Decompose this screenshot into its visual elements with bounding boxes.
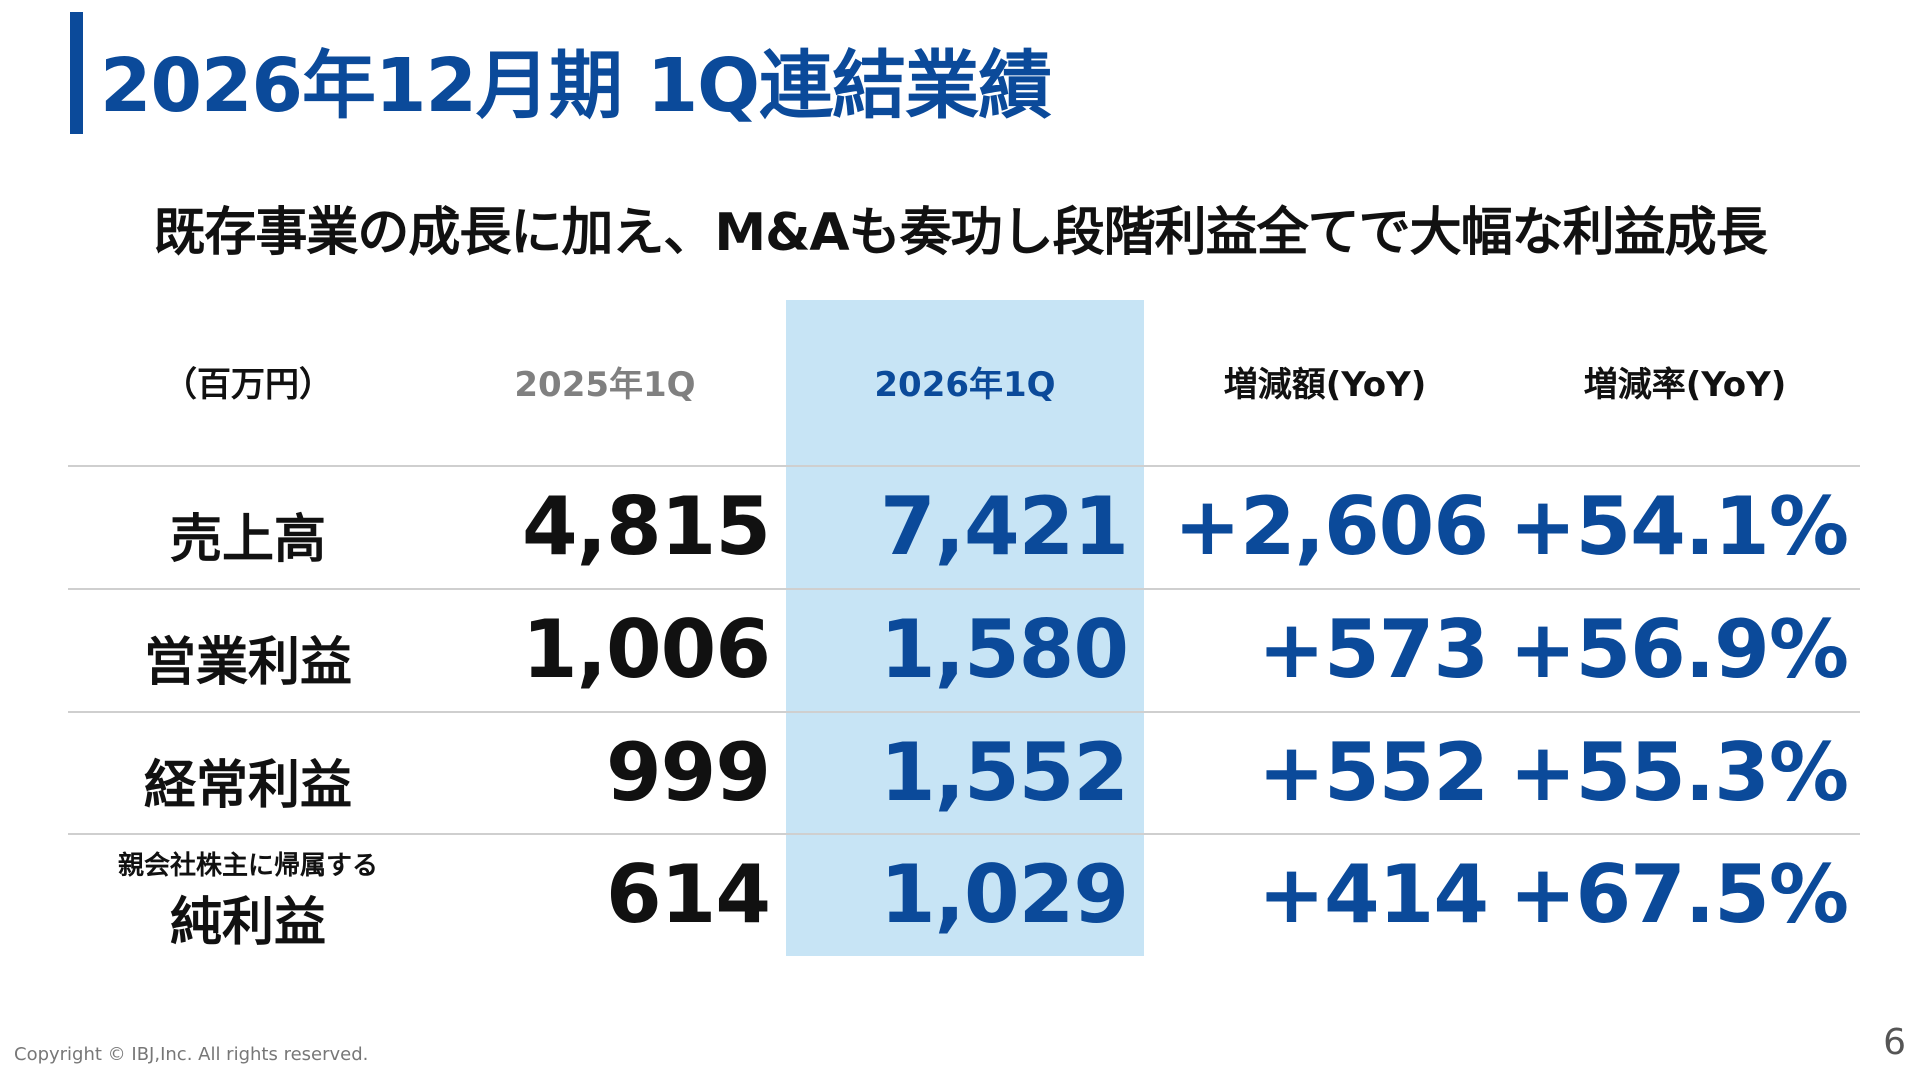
table-divider [68, 588, 1860, 590]
row-label-sub: 親会社株主に帰属する [117, 851, 378, 881]
table-cell-curr: 1,029 [879, 848, 1129, 941]
header-prev-period: 2025年1Q [514, 364, 696, 405]
header-curr-period: 2026年1Q [874, 364, 1056, 405]
row-label-net-income: 純利益 [169, 893, 326, 953]
table-cell-prev: 4,815 [521, 480, 771, 573]
table-cell-curr: 1,552 [879, 726, 1129, 819]
copyright-text: Copyright © IBJ,Inc. All rights reserved… [14, 1044, 369, 1065]
table-cell-rate: +67.5% [1509, 848, 1849, 941]
page-subtitle: 既存事業の成長に加え、M&Aも奏功し段階利益全てで大幅な利益成長 [153, 203, 1767, 263]
table-cell-diff: +573 [1257, 603, 1489, 696]
table-cell-rate: +54.1% [1509, 480, 1849, 573]
table-cell-curr: 1,580 [879, 603, 1129, 696]
table-divider [68, 465, 1860, 467]
current-period-highlight [786, 300, 1144, 956]
row-label-sales: 売上高 [169, 510, 326, 570]
table-divider [68, 711, 1860, 713]
table-cell-rate: +55.3% [1509, 726, 1849, 819]
table-cell-diff: +2,606 [1173, 480, 1489, 573]
header-diff: 増減額(YoY) [1223, 364, 1427, 405]
table-cell-prev: 1,006 [521, 603, 771, 696]
table-cell-curr: 7,421 [879, 480, 1129, 573]
row-label-operating-profit: 営業利益 [143, 633, 352, 693]
table-cell-prev: 999 [606, 726, 771, 819]
header-rate: 増減率(YoY) [1583, 364, 1787, 405]
table-cell-diff: +552 [1257, 726, 1489, 819]
table-cell-diff: +414 [1257, 848, 1489, 941]
page-number: 6 [1883, 1022, 1906, 1063]
row-label-ordinary-profit: 経常利益 [143, 756, 352, 816]
page-title: 2026年12月期 1Q連結業績 [100, 43, 1052, 129]
header-unit: （百万円） [163, 364, 333, 405]
title-accent-bar [70, 12, 83, 134]
table-cell-rate: +56.9% [1509, 603, 1849, 696]
table-cell-prev: 614 [606, 848, 771, 941]
table-divider [68, 833, 1860, 835]
